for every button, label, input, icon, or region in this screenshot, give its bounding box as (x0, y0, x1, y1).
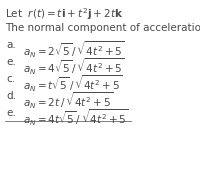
Text: e.: e. (7, 108, 16, 118)
Text: Let  $r(t) = t\mathbf{i} + t^2\mathbf{j} + 2t\mathbf{k}$: Let $r(t) = t\mathbf{i} + t^2\mathbf{j} … (5, 7, 124, 22)
Text: $a_N = t\sqrt{5}\,/\,\sqrt{4t^2+5}$: $a_N = t\sqrt{5}\,/\,\sqrt{4t^2+5}$ (23, 74, 122, 94)
Text: a.: a. (7, 40, 16, 50)
Text: $a_N = 2t\,/\,\sqrt{4t^2+5}$: $a_N = 2t\,/\,\sqrt{4t^2+5}$ (23, 91, 113, 111)
Text: $a_N = 4\sqrt{5}\,/\,\sqrt{4t^2+5}$: $a_N = 4\sqrt{5}\,/\,\sqrt{4t^2+5}$ (23, 57, 125, 77)
Text: $a_N = 4t\sqrt{5}\,/\,\sqrt{4t^2+5}$: $a_N = 4t\sqrt{5}\,/\,\sqrt{4t^2+5}$ (23, 108, 129, 128)
Text: $a_N = 2\sqrt{5}\,/\,\sqrt{4t^2+5}$: $a_N = 2\sqrt{5}\,/\,\sqrt{4t^2+5}$ (23, 40, 125, 60)
Text: e.: e. (7, 57, 16, 67)
Text: The normal component of acceleration is: The normal component of acceleration is (5, 23, 200, 33)
Text: d.: d. (7, 91, 17, 101)
Text: c.: c. (7, 74, 16, 84)
